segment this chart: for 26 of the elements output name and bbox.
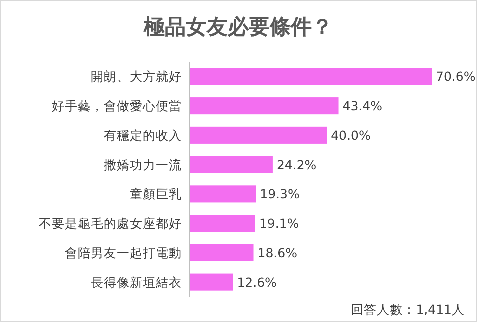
chart-title: 極品女友必要條件？ [143, 15, 333, 39]
data-label: 70.6% [436, 69, 476, 84]
bar [190, 244, 254, 262]
data-label: 18.6% [258, 245, 298, 260]
bar [190, 186, 256, 203]
bar [190, 274, 234, 291]
data-label: 43.4% [342, 98, 383, 114]
y-tick-label: 長得像新垣結衣 [91, 274, 182, 290]
bar [190, 156, 273, 174]
data-label: 19.1% [259, 216, 300, 232]
bar [190, 68, 432, 86]
y-tick-label: 好手藝，會做愛心便當 [52, 98, 182, 114]
y-tick-label: 撒嬌功力一流 [104, 157, 182, 172]
bar [190, 98, 339, 115]
y-tick-label: 有穩定的收入 [104, 128, 182, 143]
data-label: 12.6% [237, 274, 278, 290]
data-label: 24.2% [276, 157, 317, 172]
bar [190, 215, 256, 232]
y-tick-label: 開朗、大方就好 [91, 69, 182, 84]
data-label: 40.0% [331, 128, 371, 143]
y-tick-label: 童顏巨乳 [130, 186, 182, 202]
y-tick-label: 會陪男友一起打電動 [65, 245, 182, 260]
y-tick-label: 不要是龜毛的處女座都好 [39, 216, 182, 232]
data-label: 19.3% [260, 186, 300, 202]
bar [190, 126, 328, 144]
text: 回答人數：1,411人 [351, 302, 465, 317]
